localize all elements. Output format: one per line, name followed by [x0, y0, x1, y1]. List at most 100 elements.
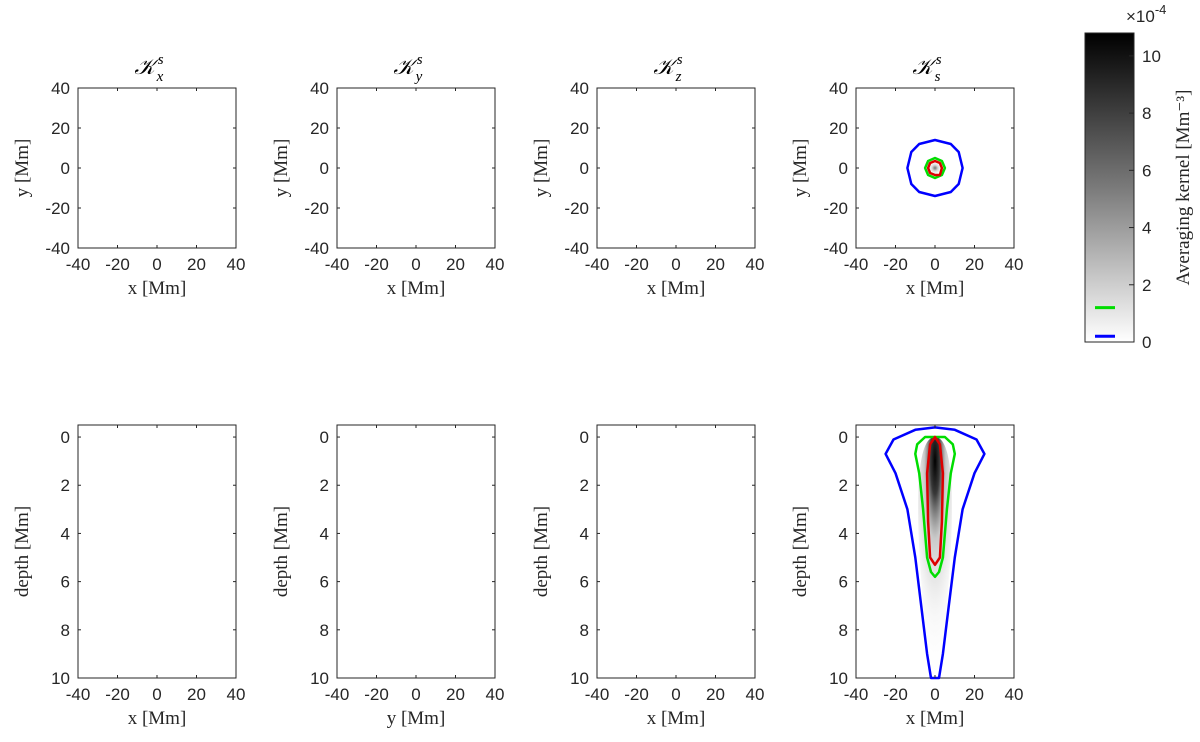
plot-area [596, 87, 756, 249]
plot-area [77, 87, 237, 249]
contour-3 [925, 435, 945, 567]
x-tick-label: 20 [187, 255, 206, 274]
x-tick-label: -40 [585, 685, 610, 704]
panel-8: -40 -20 0 20 40 0 2 4 6 8 10 x [Mm] depth [Mm] [790, 424, 1023, 729]
y-tick-label: 10 [570, 669, 589, 688]
y-axis-label: y [Mm] [531, 139, 552, 198]
y-tick-label: 6 [580, 573, 589, 592]
y-tick-label: 6 [61, 573, 70, 592]
y-tick-label: 20 [570, 119, 589, 138]
title-superscript: s [417, 52, 423, 68]
colorbar-tick-label: 8 [1142, 104, 1151, 123]
y-axis-label: y [Mm] [271, 139, 292, 198]
x-tick-label: -20 [364, 685, 389, 704]
y-axis-label: depth [Mm] [271, 506, 292, 597]
x-tick-label: -20 [364, 255, 389, 274]
x-tick-label: 0 [411, 685, 420, 704]
x-tick-label: 20 [706, 685, 725, 704]
x-tick-label: 0 [930, 255, 939, 274]
y-tick-label: 0 [61, 428, 70, 447]
y-tick-label: 8 [61, 621, 70, 640]
x-tick-label: 40 [746, 685, 765, 704]
x-tick-label: 0 [152, 685, 161, 704]
panel-4: -40 -20 0 20 40 40 20 0 -20 -40 x [Mm] y [Mm] 𝒦 s s [790, 52, 1023, 299]
title-subscript: x [156, 69, 164, 85]
x-axis-label: x [Mm] [387, 278, 446, 299]
x-tick-label: 40 [1005, 255, 1024, 274]
y-tick-label: 0 [580, 428, 589, 447]
y-tick-label: 4 [320, 524, 329, 543]
y-tick-label: 4 [61, 524, 70, 543]
plot-area [77, 424, 237, 679]
y-tick-label: 6 [320, 573, 329, 592]
y-tick-label: 2 [839, 476, 848, 495]
x-tick-label: 0 [411, 255, 420, 274]
y-tick-label: 0 [320, 428, 329, 447]
exponent-base: ×10 [1126, 7, 1155, 26]
contour-1 [906, 138, 964, 198]
y-tick-label: 0 [61, 159, 70, 178]
x-axis-label: x [Mm] [128, 708, 187, 729]
y-tick-label: -20 [45, 199, 70, 218]
y-tick-label: 20 [829, 119, 848, 138]
y-tick-label: -20 [304, 199, 329, 218]
colorbar-tick-label: 6 [1142, 161, 1151, 180]
y-axis-label: depth [Mm] [790, 506, 811, 597]
y-axis-label: y [Mm] [790, 139, 811, 198]
panel-3: -40 -20 0 20 40 40 20 0 -20 -40 x [Mm] y [Mm] 𝒦 s z [531, 52, 764, 299]
y-tick-label: 8 [839, 621, 848, 640]
y-tick-label: 4 [839, 524, 848, 543]
x-tick-label: -40 [66, 685, 91, 704]
y-tick-label: -40 [823, 239, 848, 258]
title-subscript: s [935, 69, 941, 85]
colorbar: 10 8 6 4 2 0 ×10-4 Averaging kernel [Mm⁻³] [1084, 2, 1194, 352]
x-tick-label: -40 [325, 255, 350, 274]
y-tick-label: 20 [310, 119, 329, 138]
plot-area [596, 424, 756, 679]
panel-7: -40 -20 0 20 40 0 2 4 6 8 10 x [Mm] depth [Mm] [531, 424, 765, 729]
x-axis-label: x [Mm] [647, 278, 706, 299]
panel-1: -40 -20 0 20 40 40 20 0 -20 -40 x [Mm] y [Mm] 𝒦 s x [12, 52, 245, 299]
y-tick-label: 0 [839, 159, 848, 178]
x-tick-label: 20 [446, 255, 465, 274]
contour-2 [914, 435, 957, 579]
y-tick-label: 0 [580, 159, 589, 178]
y-tick-label: -40 [564, 239, 589, 258]
y-tick-label: 40 [570, 79, 589, 98]
y-tick-label: 8 [580, 621, 589, 640]
x-axis-label: y [Mm] [387, 708, 446, 729]
contour-3 [926, 159, 944, 177]
y-tick-label: 40 [310, 79, 329, 98]
y-axis-label: y [Mm] [12, 139, 33, 198]
x-tick-label: 20 [965, 685, 984, 704]
panel-6: -40 -20 0 20 40 0 2 4 6 8 10 y [Mm] depth [Mm] [271, 424, 504, 729]
x-tick-label: 0 [930, 685, 939, 704]
x-tick-label: 0 [152, 255, 161, 274]
y-tick-label: 20 [51, 119, 70, 138]
colorbar-label: Averaging kernel [Mm⁻³] [1173, 90, 1194, 286]
colorbar-tick-label: 2 [1142, 276, 1151, 295]
x-tick-label: -20 [883, 255, 908, 274]
y-tick-label: 0 [320, 159, 329, 178]
x-axis-label: x [Mm] [906, 708, 965, 729]
y-tick-label: 2 [320, 476, 329, 495]
plot-area [336, 87, 496, 249]
title-subscript: z [675, 69, 682, 85]
x-tick-label: -40 [66, 255, 91, 274]
x-tick-label: 20 [187, 685, 206, 704]
y-tick-label: -40 [45, 239, 70, 258]
exponent-power: -4 [1155, 2, 1167, 17]
x-tick-label: -40 [325, 685, 350, 704]
y-tick-label: 10 [310, 669, 329, 688]
colorbar-tick-label: 4 [1142, 219, 1151, 238]
x-tick-label: 0 [671, 685, 680, 704]
x-tick-label: -20 [624, 685, 649, 704]
y-tick-label: -20 [823, 199, 848, 218]
x-axis-label: x [Mm] [647, 708, 706, 729]
kernel-heat [929, 162, 941, 174]
y-axis-label: depth [Mm] [12, 506, 33, 597]
